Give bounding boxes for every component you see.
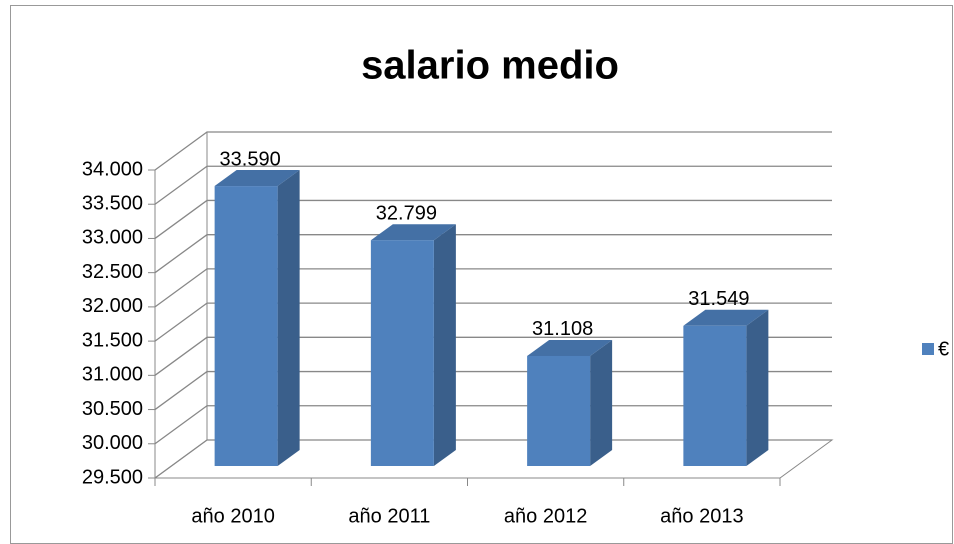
y-tick-label: 32.500 [82,261,143,283]
x-tick-label: año 2011 [348,505,430,527]
grid-line [154,199,832,239]
chart-border [10,5,953,544]
value-label: 31.108 [532,318,593,340]
y-tick-label: 29.500 [82,466,143,488]
y-tick-label: 33.500 [82,193,143,215]
value-label: 32.799 [376,202,437,224]
y-tick-label: 31.500 [82,329,143,351]
x-tick-label: año 2013 [660,505,743,527]
bar-side [433,224,456,466]
grid-line [154,336,832,376]
y-tick-label: 34.000 [82,158,143,180]
value-label: 31.549 [688,288,749,310]
bar-top [527,339,613,356]
bar [370,240,434,466]
bar-top [370,224,456,241]
grid-line [154,302,832,342]
grid-line [154,370,832,411]
y-tick-label: 33.000 [82,227,143,249]
grid-line [154,268,832,308]
x-tick-label: año 2010 [191,505,274,527]
grid-line [154,234,832,274]
grid-line [154,405,832,445]
grid-line [154,439,832,479]
bar-top [214,170,300,187]
legend-label: € [938,338,949,360]
grid-line [154,131,832,171]
bar-side [277,170,300,466]
bar-top [683,309,769,326]
bar [683,325,747,466]
bar-side [590,339,613,466]
bar-side [746,309,769,466]
legend-swatch [922,343,934,355]
y-tick-label: 30.000 [82,432,143,454]
y-tick-label: 32.000 [82,295,143,317]
bar [527,355,591,466]
x-tick-label: año 2012 [504,505,587,527]
bar [214,186,278,466]
y-tick-label: 30.500 [82,398,143,420]
y-tick-label: 31.000 [82,364,143,386]
grid-line [154,165,832,205]
value-label: 33.590 [220,148,281,170]
chart-title: salario medio [361,44,619,88]
